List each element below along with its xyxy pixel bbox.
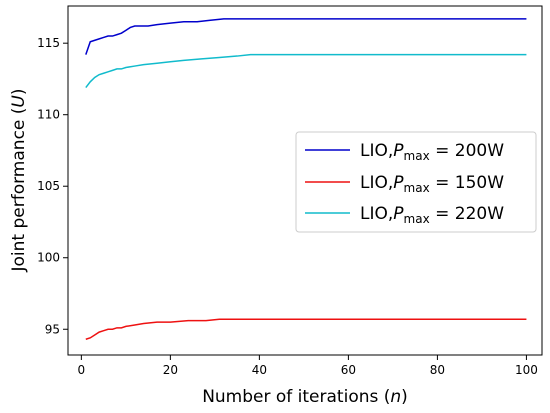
legend-label-220w: LIO,Pmax = 220W (360, 204, 504, 226)
x-tick-label: 100 (515, 363, 538, 377)
legend-label-200w: LIO,Pmax = 200W (360, 141, 504, 163)
series-layer (85, 18, 527, 340)
y-axis-label-suffix: ) (9, 89, 29, 96)
series-line-2 (85, 53, 527, 88)
y-axis: 95 100 105 110 115 (37, 36, 68, 336)
legend-entry-220w: LIO,Pmax = 220W (305, 204, 504, 226)
x-tick-label: 80 (430, 363, 445, 377)
y-axis-label-symbol: U (9, 95, 29, 108)
legend-label-200w-subscript: max (404, 149, 430, 163)
legend-label-200w-prefix: LIO, (360, 141, 393, 161)
x-tick-label: 0 (78, 363, 86, 377)
legend-box (295, 131, 537, 233)
x-axis-label-suffix: ) (401, 387, 408, 407)
x-tick-label: 20 (163, 363, 178, 377)
legend-label-150w-subscript: max (404, 181, 430, 195)
x-axis-label-prefix: Number of iterations ( (202, 387, 390, 407)
legend-label-150w: LIO,Pmax = 150W (360, 173, 504, 195)
y-axis-label: Joint performance (U) (9, 89, 29, 273)
legend-label-150w-symbol: P (393, 173, 404, 193)
y-tick-label: 110 (37, 108, 60, 122)
legend: LIO,Pmax = 200W LIO,Pmax = 150W LIO,Pmax… (295, 131, 537, 233)
x-axis-label: Number of iterations (n) (202, 387, 408, 407)
y-axis-label-prefix: Joint performance ( (9, 108, 29, 273)
legend-label-220w-suffix: = 220W (430, 204, 504, 224)
legend-label-220w-subscript: max (404, 212, 430, 226)
series-line-1 (85, 318, 527, 340)
y-tick-label: 115 (37, 36, 60, 50)
legend-label-200w-symbol: P (393, 141, 404, 161)
legend-label-200w-suffix: = 200W (430, 141, 504, 161)
x-tick-label: 40 (252, 363, 267, 377)
x-axis: 0 20 40 60 80 100 (78, 355, 538, 377)
plot-frame (67, 5, 543, 356)
legend-label-150w-suffix: = 150W (430, 173, 504, 193)
series-line-0 (85, 18, 527, 55)
legend-entry-150w: LIO,Pmax = 150W (305, 173, 504, 195)
x-axis-label-symbol: n (390, 387, 401, 407)
y-tick-label: 100 (37, 251, 60, 265)
legend-label-150w-prefix: LIO, (360, 173, 393, 193)
x-tick-label: 60 (341, 363, 356, 377)
y-tick-label: 95 (45, 322, 60, 336)
y-tick-label: 105 (37, 179, 60, 193)
legend-label-220w-prefix: LIO, (360, 204, 393, 224)
legend-entry-200w: LIO,Pmax = 200W (305, 141, 504, 163)
legend-label-220w-symbol: P (393, 204, 404, 224)
